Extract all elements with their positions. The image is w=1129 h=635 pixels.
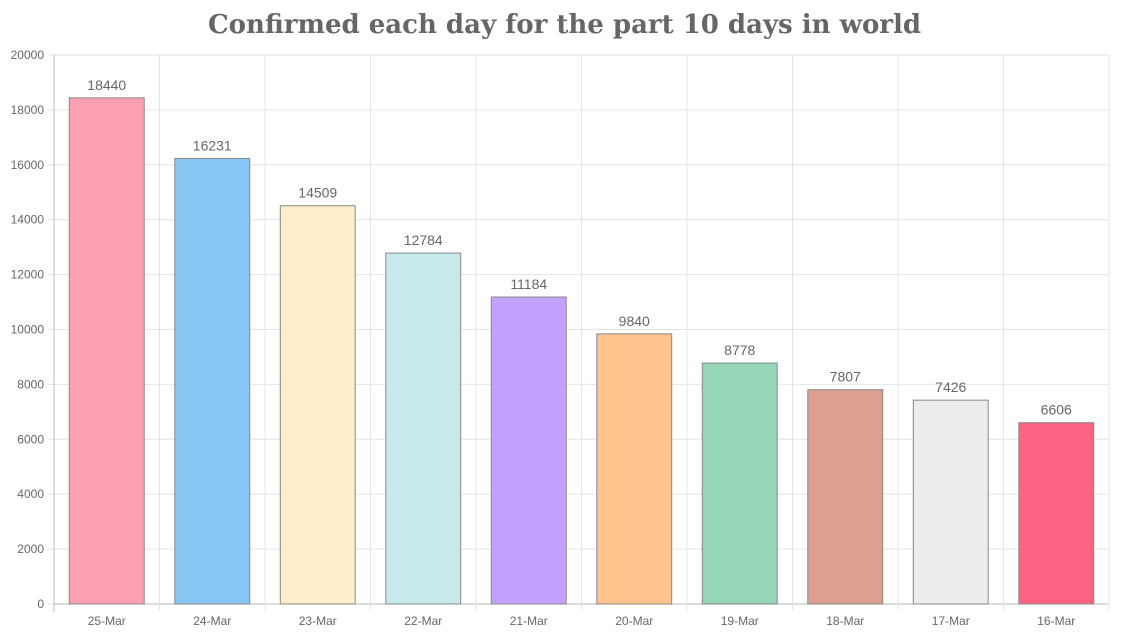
bar-data-label: 6606 (1041, 402, 1072, 418)
bar[interactable] (1018, 422, 1095, 605)
y-tick-label: 0 (37, 597, 44, 611)
x-tick-label: 22-Mar (404, 614, 442, 628)
chart-title: Confirmed each day for the part 10 days … (207, 10, 922, 40)
y-tick-label: 14000 (11, 213, 45, 227)
y-tick-label: 8000 (17, 377, 44, 391)
bar[interactable] (807, 389, 884, 605)
x-tick-label: 20-Mar (615, 614, 653, 628)
bar[interactable] (279, 205, 356, 605)
bar-data-label: 9840 (619, 313, 650, 329)
bars (68, 97, 1095, 605)
y-tick-label: 12000 (11, 268, 45, 282)
bar-data-label: 16231 (193, 137, 232, 153)
bar[interactable] (490, 296, 567, 605)
y-tick-label: 18000 (11, 103, 45, 117)
bar-data-label: 7807 (830, 369, 861, 385)
y-tick-label: 16000 (11, 158, 45, 172)
y-tick-label: 6000 (17, 432, 44, 446)
x-tick-label: 25-Mar (88, 614, 126, 628)
x-tick-label: 23-Mar (299, 614, 337, 628)
bar[interactable] (174, 157, 251, 605)
bar-data-label: 11184 (510, 276, 547, 292)
bar-data-label: 14509 (298, 185, 337, 201)
x-tick-label: 18-Mar (826, 614, 864, 628)
bar-data-label: 8778 (724, 342, 755, 358)
bar[interactable] (68, 97, 145, 605)
bar-data-label: 7426 (935, 379, 966, 395)
x-tick-label: 24-Mar (193, 614, 231, 628)
bar-data-label: 18440 (87, 77, 126, 93)
x-tick-label: 16-Mar (1037, 614, 1075, 628)
axes: 0 2000 4000 6000 8000 10000 12000 14000 16000 180… (11, 48, 1076, 628)
bar[interactable] (701, 362, 778, 605)
bar[interactable] (596, 333, 673, 605)
bar[interactable] (912, 399, 989, 605)
bar[interactable] (385, 252, 462, 605)
y-tick-label: 10000 (11, 323, 45, 337)
y-tick-label: 4000 (17, 487, 44, 501)
x-tick-label: 17-Mar (932, 614, 970, 628)
bar-data-label: 12784 (404, 232, 443, 248)
x-tick-label: 19-Mar (721, 614, 759, 628)
y-tick-label: 20000 (11, 48, 45, 62)
data-labels: 18440 16231 14509 12784 11184 9840 8778 7807 742… (87, 77, 1072, 418)
y-tick-label: 2000 (17, 542, 44, 556)
x-tick-label: 21-Mar (510, 614, 548, 628)
